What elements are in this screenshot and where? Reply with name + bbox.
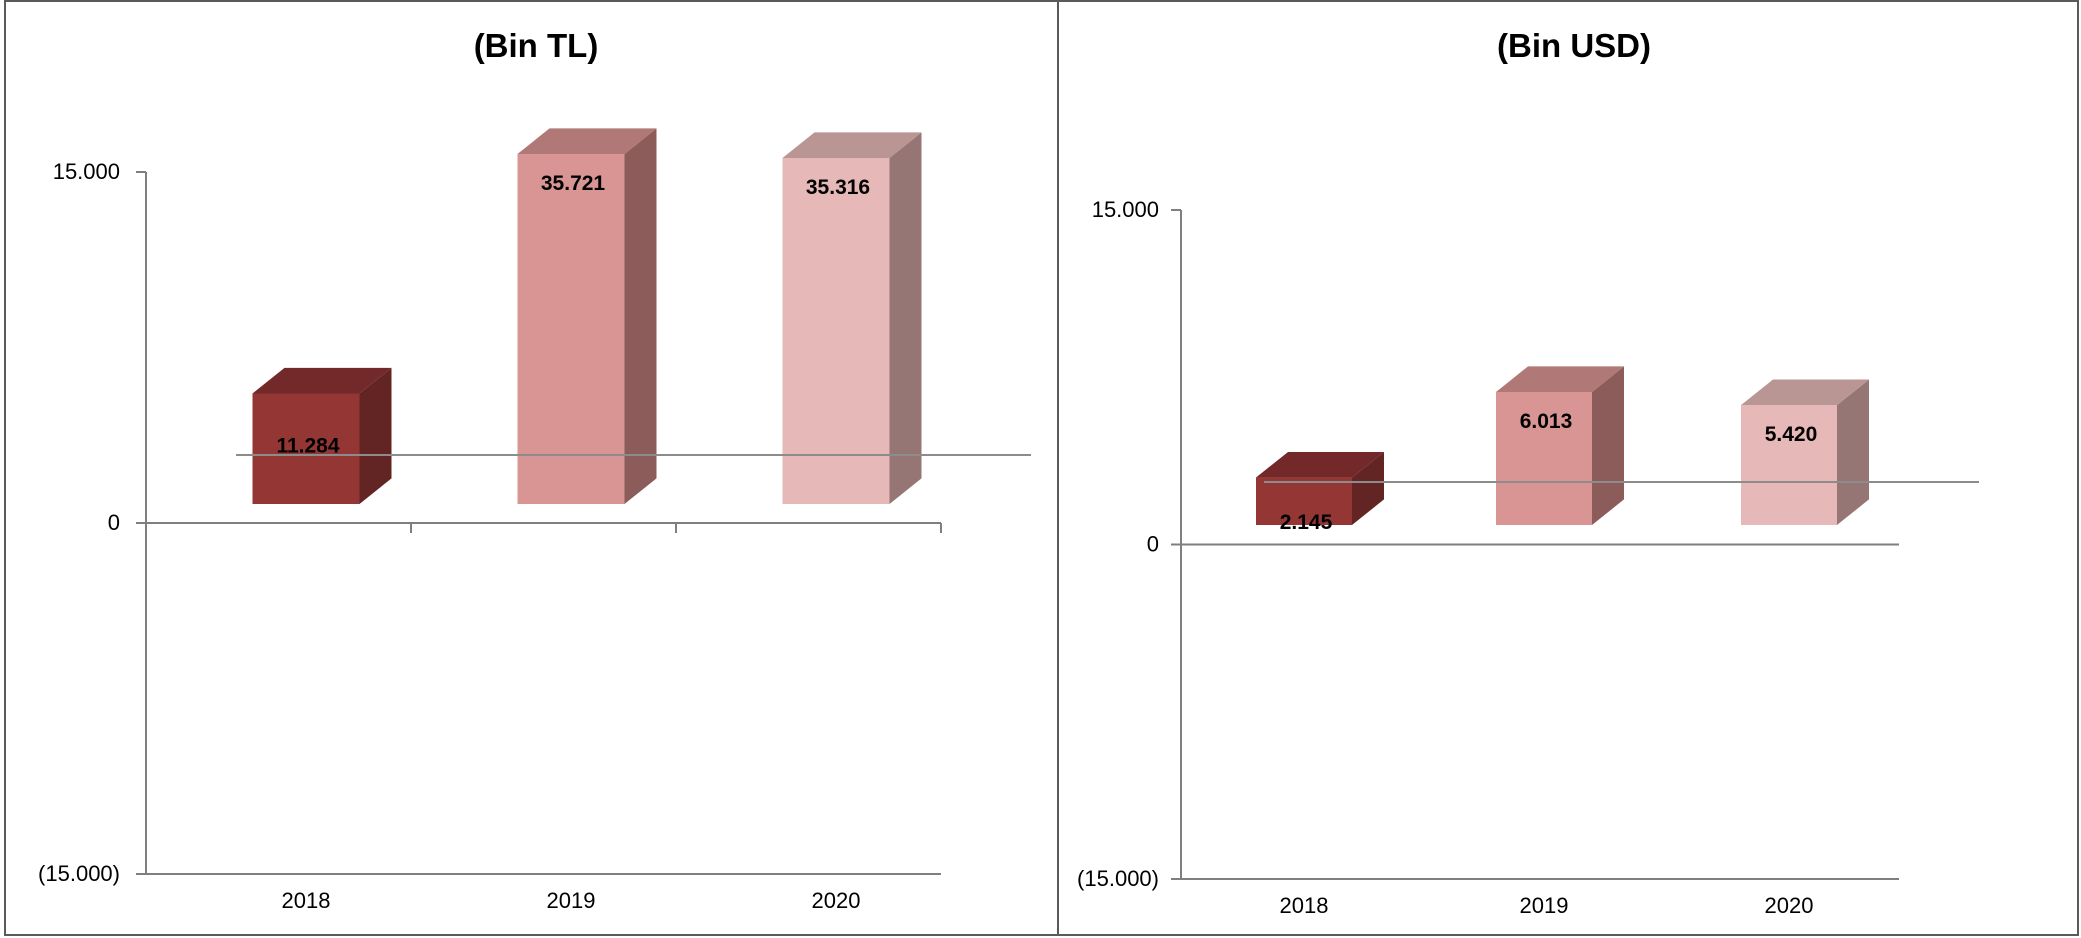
bar-front — [252, 393, 360, 504]
y-tick-label: 15.000 — [53, 159, 120, 184]
bar-front — [782, 157, 890, 504]
bar-2018 — [1256, 451, 1384, 525]
bar-2020 — [1741, 379, 1869, 525]
bar-top — [782, 132, 922, 158]
data-label: 2.145 — [1280, 511, 1333, 534]
bar-side — [1352, 451, 1384, 525]
bar-top — [252, 367, 392, 394]
bar-side — [889, 132, 922, 504]
x-tick-label: 2018 — [1280, 893, 1329, 918]
chart-title: (Bin USD) — [1497, 27, 1651, 64]
data-label: 35.316 — [806, 176, 870, 199]
bar-side — [624, 128, 657, 504]
bar-front — [1496, 392, 1592, 525]
bar-2019 — [517, 128, 657, 504]
bar-2019 — [1496, 366, 1624, 525]
bar-front — [1256, 477, 1352, 525]
x-tick-label: 2019 — [1520, 893, 1569, 918]
bar-side — [1837, 379, 1869, 525]
bar-top — [1496, 366, 1624, 392]
y-tick-label: 15.000 — [1092, 197, 1159, 222]
bar-side — [1592, 366, 1624, 525]
bar-front — [517, 154, 625, 504]
chart-tl: (Bin TL) 15.000 0 (15.000) 11.284 2018 35.721 2… — [38, 27, 1031, 913]
data-label: 6.013 — [1520, 410, 1573, 433]
bar-front — [1741, 405, 1837, 525]
y-tick-label: 0 — [108, 510, 120, 535]
y-tick-label: (15.000) — [38, 861, 120, 886]
bar-2020 — [782, 132, 922, 504]
data-label: 5.420 — [1765, 423, 1818, 446]
bar-top — [1741, 379, 1869, 406]
x-tick-label: 2020 — [812, 888, 861, 913]
bar-top — [1256, 451, 1384, 478]
chart-usd: (Bin USD) 15.000 0 (15.000) 2.145 2018 6.013 20… — [1077, 27, 1979, 918]
chart-panel-usd: (Bin USD) 15.000 0 (15.000) 2.145 2018 6.013 20… — [1057, 0, 2079, 936]
chart-title: (Bin TL) — [474, 27, 599, 64]
x-tick-label: 2019 — [547, 888, 596, 913]
chart-panel-tl: (Bin TL) 15.000 0 (15.000) 11.284 2018 35.721 2… — [4, 0, 1059, 936]
y-tick-label: 0 — [1147, 532, 1159, 557]
bar-side — [359, 367, 392, 504]
data-label: 35.721 — [541, 172, 606, 195]
y-tick-label: (15.000) — [1077, 866, 1159, 891]
x-tick-label: 2018 — [282, 888, 331, 913]
data-label: 11.284 — [276, 435, 339, 458]
bar-2018 — [252, 367, 392, 504]
bar-top — [517, 128, 657, 154]
x-tick-label: 2020 — [1765, 893, 1814, 918]
